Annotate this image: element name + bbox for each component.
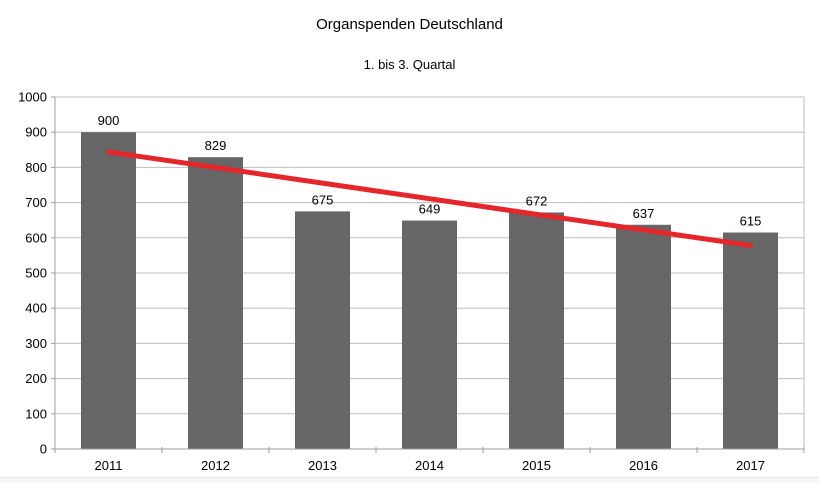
bar-2017 bbox=[723, 232, 778, 449]
data-label-2013: 675 bbox=[312, 192, 334, 207]
y-axis-label-400: 400 bbox=[25, 301, 47, 316]
data-label-2012: 829 bbox=[205, 138, 227, 153]
y-axis-label-600: 600 bbox=[25, 230, 47, 245]
data-label-2011: 900 bbox=[98, 113, 120, 128]
window-bottom-edge bbox=[0, 477, 819, 483]
x-axis-label-2011: 2011 bbox=[95, 458, 123, 473]
x-axis-label-2017: 2017 bbox=[736, 458, 765, 473]
data-label-2015: 672 bbox=[526, 193, 548, 208]
y-axis-label-0: 0 bbox=[40, 442, 47, 457]
x-axis-label-2015: 2015 bbox=[522, 458, 551, 473]
bar-2016 bbox=[616, 224, 671, 449]
data-label-2017: 615 bbox=[740, 214, 762, 229]
bar-2012 bbox=[188, 157, 243, 449]
bar-2015 bbox=[509, 212, 564, 449]
bar-2014 bbox=[402, 220, 457, 449]
y-axis-label-200: 200 bbox=[25, 371, 47, 386]
chart-subtitle: 1. bis 3. Quartal bbox=[363, 57, 456, 72]
y-axis-label-1000: 1000 bbox=[18, 90, 47, 105]
chart-title: Organspenden Deutschland bbox=[316, 16, 503, 33]
y-axis-label-700: 700 bbox=[25, 195, 47, 210]
y-axis-label-900: 900 bbox=[25, 125, 47, 140]
x-axis-label-2014: 2014 bbox=[415, 458, 444, 473]
y-axis-label-500: 500 bbox=[25, 266, 47, 281]
y-axis-label-300: 300 bbox=[25, 336, 47, 351]
data-label-2014: 649 bbox=[419, 202, 441, 217]
data-label-2016: 637 bbox=[633, 206, 655, 221]
x-axis-label-2016: 2016 bbox=[629, 458, 658, 473]
bar-2011 bbox=[81, 132, 136, 449]
x-axis-label-2013: 2013 bbox=[308, 458, 337, 473]
y-axis-label-800: 800 bbox=[25, 160, 47, 175]
trend-line bbox=[106, 149, 753, 249]
y-axis-label-100: 100 bbox=[25, 406, 47, 421]
bar-2013 bbox=[295, 211, 350, 449]
x-axis-label-2012: 2012 bbox=[201, 458, 230, 473]
